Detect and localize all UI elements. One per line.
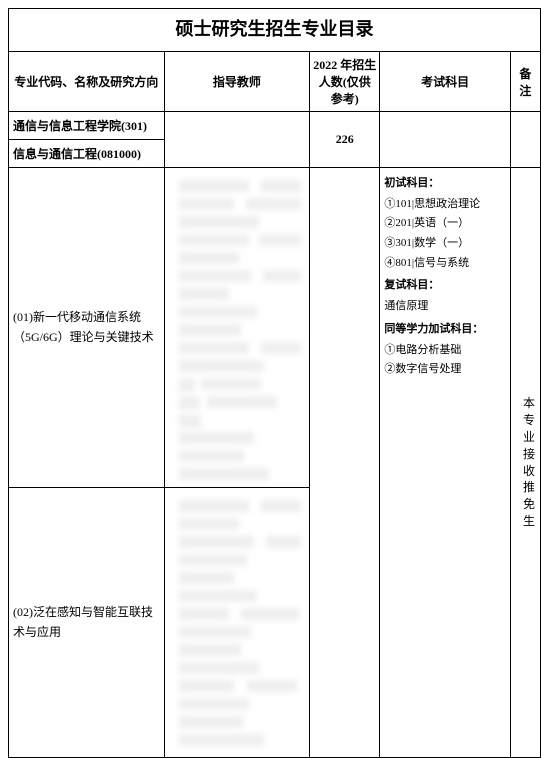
major-name: 信息与通信工程(081000)	[9, 140, 165, 168]
exam-section1-title: 初试科目：	[384, 174, 505, 193]
header-count: 2022 年招生人数(仅供参考)	[310, 52, 380, 112]
page-title: 硕士研究生招生专业目录	[8, 8, 541, 51]
exam-item-6: ①电路分析基础	[384, 341, 505, 360]
header-direction: 专业代码、名称及研究方向	[9, 52, 165, 112]
exam-item-1: ①101|思想政治理论	[384, 195, 505, 214]
remark-text: 本专业接收推免生	[521, 395, 537, 529]
exam-item-4: ④801|信号与系统	[384, 254, 505, 273]
remark-cell: 本专业接收推免生	[510, 168, 540, 758]
header-remark: 备注	[510, 52, 540, 112]
exam-subjects: 初试科目： ①101|思想政治理论 ②201|英语（一） ③301|数学（一） …	[380, 168, 510, 758]
catalog-table: 专业代码、名称及研究方向 指导教师 2022 年招生人数(仅供参考) 考试科目 …	[8, 51, 541, 758]
department-row: 通信与信息工程学院(301) 226	[9, 112, 541, 140]
dept-teacher-empty	[164, 112, 310, 168]
exam-item-5: 通信原理	[384, 297, 505, 316]
teacher-cell-1	[164, 168, 310, 488]
department-name: 通信与信息工程学院(301)	[9, 112, 165, 140]
enrollment-count: 226	[310, 112, 380, 168]
direction-1: (01)新一代移动通信系统（5G/6G）理论与关键技术	[9, 168, 165, 488]
direction-row-1: (01)新一代移动通信系统（5G/6G）理论与关键技术 初试科目： ①101|思…	[9, 168, 541, 488]
header-teacher: 指导教师	[164, 52, 310, 112]
blurred-teachers-1	[171, 174, 304, 481]
exam-item-2: ②201|英语（一）	[384, 214, 505, 233]
exam-item-7: ②数字信号处理	[384, 360, 505, 379]
direction-2: (02)泛在感知与智能互联技术与应用	[9, 488, 165, 758]
teacher-cell-2	[164, 488, 310, 758]
exam-section2-title: 复试科目：	[384, 276, 505, 295]
exam-item-3: ③301|数学（一）	[384, 234, 505, 253]
header-exam: 考试科目	[380, 52, 510, 112]
dept-exam-empty	[380, 112, 510, 168]
count-empty	[310, 168, 380, 758]
header-row: 专业代码、名称及研究方向 指导教师 2022 年招生人数(仅供参考) 考试科目 …	[9, 52, 541, 112]
exam-section3-title: 同等学力加试科目：	[384, 320, 505, 339]
blurred-teachers-2	[171, 494, 304, 751]
dept-remark-empty	[510, 112, 540, 168]
